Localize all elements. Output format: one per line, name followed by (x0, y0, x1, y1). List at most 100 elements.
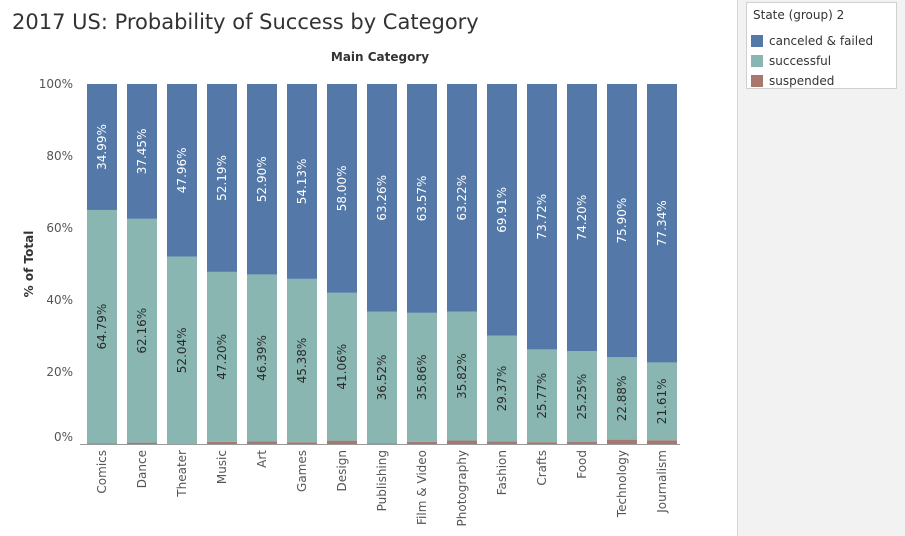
x-tick-label: Games (295, 450, 309, 492)
y-tick-label: 20% (46, 365, 73, 379)
bar-successful (447, 311, 477, 441)
data-label: 73.72% (535, 194, 549, 240)
data-label: 47.96% (175, 147, 189, 193)
x-tick-label: Dance (135, 450, 149, 488)
bar-successful (127, 218, 157, 443)
data-label: 64.79% (95, 304, 109, 350)
legend-swatch (751, 75, 763, 87)
bar-suspended (567, 442, 597, 444)
bar-suspended (647, 440, 677, 444)
bar-suspended (287, 442, 317, 444)
bar-canceled-failed (127, 84, 157, 219)
data-label: 25.77% (535, 373, 549, 419)
bar-successful (647, 362, 677, 441)
bar-suspended (527, 442, 557, 444)
data-label: 29.37% (495, 366, 509, 412)
bar-successful (487, 335, 517, 442)
bars-layer (87, 84, 677, 444)
data-label: 58.00% (335, 166, 349, 212)
x-tick-label: Photography (455, 450, 469, 526)
bar-canceled-failed (87, 84, 117, 210)
bar-successful (607, 357, 637, 440)
x-tick-label: Art (255, 450, 269, 468)
bar-suspended (447, 440, 477, 444)
y-tick-label: 40% (46, 293, 73, 307)
bar-suspended (407, 441, 437, 444)
bar-canceled-failed (567, 84, 597, 352)
side-panel (738, 0, 905, 536)
x-tick-label: Music (215, 450, 229, 484)
x-tick-label: Comics (95, 450, 109, 494)
column-header: Main Category (331, 50, 429, 64)
data-label: 37.45% (135, 129, 149, 175)
bar-canceled-failed (327, 84, 357, 293)
bar-successful (247, 274, 277, 442)
y-tick-label: 80% (46, 149, 73, 163)
data-label: 54.13% (295, 159, 309, 205)
bar-canceled-failed (407, 84, 437, 313)
bar-successful (527, 349, 557, 443)
bar-successful (207, 271, 237, 442)
data-label: 74.20% (575, 195, 589, 241)
bar-canceled-failed (447, 84, 477, 312)
data-label: 52.19% (215, 155, 229, 201)
bar-suspended (487, 441, 517, 444)
bar-successful (367, 311, 397, 444)
bar-successful (407, 312, 437, 442)
bar-suspended (607, 439, 637, 444)
data-label: 45.38% (295, 338, 309, 384)
data-label: 63.26% (375, 175, 389, 221)
y-tick-label: 0% (54, 430, 73, 444)
bar-canceled-failed (367, 84, 397, 312)
legend-item-successful[interactable]: successful (751, 53, 831, 69)
y-tick-label: 100% (39, 77, 73, 91)
bar-canceled-failed (487, 84, 517, 336)
bar-successful (567, 351, 597, 443)
bar-suspended (327, 440, 357, 444)
data-label: 41.06% (335, 344, 349, 390)
data-label: 52.90% (255, 156, 269, 202)
data-label: 63.22% (455, 175, 469, 221)
legend-swatch (751, 55, 763, 67)
bar-canceled-failed (607, 84, 637, 358)
legend-title: State (group) 2 (753, 8, 845, 22)
labels-layer: Main Category % of Total 0% 20% 40% 60% 80% 100… (22, 50, 669, 526)
data-label: 21.61% (655, 378, 669, 424)
legend-swatch (751, 35, 763, 47)
legend-label: suspended (769, 74, 835, 88)
bar-canceled-failed (247, 84, 277, 275)
bar-successful (287, 278, 317, 443)
data-label: 63.57% (415, 176, 429, 222)
bar-suspended (247, 441, 277, 444)
legend-item-canceled-failed[interactable]: canceled & failed (751, 33, 873, 49)
legend: State (group) 2 canceled & failed succes… (746, 2, 897, 89)
data-label: 62.16% (135, 308, 149, 354)
legend-item-suspended[interactable]: suspended (751, 73, 834, 89)
data-label: 35.86% (415, 355, 429, 401)
data-label: 75.90% (615, 198, 629, 244)
y-axis-title: % of Total (22, 231, 36, 298)
y-tick-label: 60% (46, 221, 73, 235)
chart-title: 2017 US: Probability of Success by Categ… (12, 10, 479, 34)
x-tick-label: Fashion (495, 450, 509, 495)
x-tick-label: Crafts (535, 450, 549, 486)
data-label: 34.99% (95, 124, 109, 170)
bar-suspended (87, 443, 117, 444)
data-label: 35.82% (455, 353, 469, 399)
bar-canceled-failed (167, 84, 197, 257)
x-tick-label: Publishing (375, 450, 389, 511)
data-label: 47.20% (215, 334, 229, 380)
bar-suspended (367, 443, 397, 444)
bar-canceled-failed (287, 84, 317, 279)
bar-successful (327, 292, 357, 441)
data-label: 46.39% (255, 335, 269, 381)
x-tick-label: Technology (615, 450, 629, 518)
x-tick-label: Design (335, 450, 349, 491)
legend-label: successful (769, 54, 832, 68)
data-label: 77.34% (655, 200, 669, 246)
data-label: 69.91% (495, 187, 509, 233)
bar-canceled-failed (647, 84, 677, 363)
bar-successful (167, 256, 197, 444)
bar-canceled-failed (527, 84, 557, 350)
bar-canceled-failed (207, 84, 237, 272)
